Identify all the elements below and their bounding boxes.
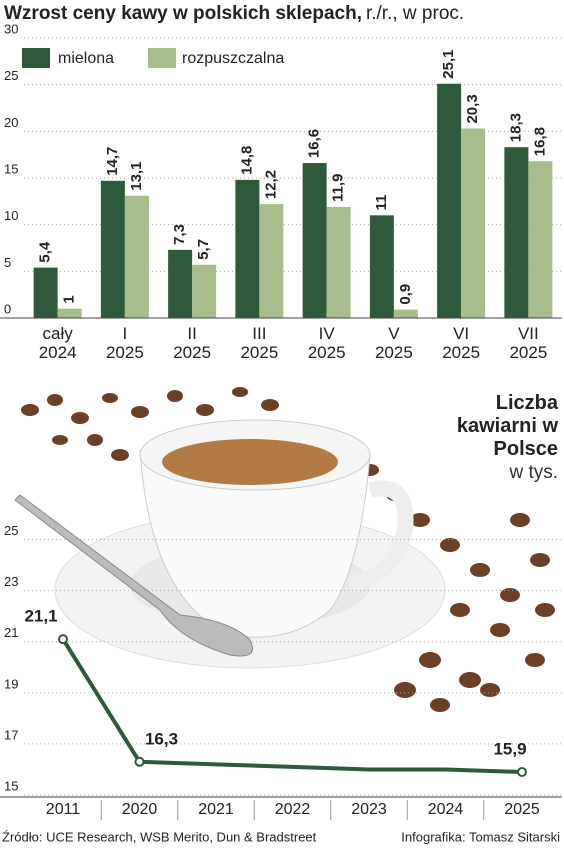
- y-tick-label: 0: [4, 301, 11, 316]
- value-label: 21,1: [24, 607, 57, 626]
- bar: [33, 267, 58, 318]
- x-tick-label: I 2025: [105, 324, 144, 362]
- x-tick-label: VII 2025: [509, 324, 548, 362]
- y-tick-label: 17: [4, 727, 18, 742]
- value-label: 1: [61, 295, 78, 303]
- point: [134, 756, 145, 767]
- y-tick-label: 20: [4, 115, 18, 130]
- x-tick-label: VI 2025: [442, 324, 481, 362]
- x-tick-label: 2020: [122, 801, 158, 818]
- bar: [393, 309, 418, 318]
- chart-subtitle: r./r., w proc.: [366, 3, 464, 24]
- value-label: 5,4: [37, 241, 54, 263]
- bar: [124, 195, 149, 318]
- bar: [504, 147, 529, 318]
- chart-title-group: Wzrost ceny kawy w polskich sklepach, r./…: [4, 3, 464, 24]
- x-tick-label: cały 2024: [38, 324, 77, 362]
- x-tick-label: 2025: [504, 801, 540, 818]
- bar: [235, 179, 260, 318]
- bar: [437, 83, 462, 318]
- x-tick-label: II 2025: [173, 324, 212, 362]
- value-label: 16,3: [145, 729, 178, 748]
- line-subtitle: w tys.: [509, 462, 558, 483]
- value-label: 25,1: [440, 50, 457, 79]
- x-tick-label: 2022: [275, 801, 311, 818]
- value-label: 14,7: [104, 147, 121, 176]
- y-tick-label: 5: [4, 255, 11, 270]
- bar: [461, 128, 486, 318]
- y-tick-label: 25: [4, 523, 18, 538]
- legend-swatch: [148, 48, 176, 68]
- bar: [326, 206, 351, 318]
- legend-label: rozpuszczalna: [182, 50, 284, 67]
- y-tick-label: 10: [4, 208, 18, 223]
- x-tick-label: III 2025: [240, 324, 279, 362]
- legend-swatch: [22, 48, 50, 68]
- value-label: 15,9: [493, 739, 526, 758]
- x-tick-label: IV 2025: [307, 324, 346, 362]
- y-tick-label: 21: [4, 625, 18, 640]
- legend-label: mielona: [58, 50, 114, 67]
- bar: [168, 249, 193, 318]
- credit: Infografika: Tomasz Sitarski: [401, 829, 560, 844]
- point: [517, 767, 527, 778]
- bar: [100, 180, 125, 318]
- y-tick-label: 25: [4, 68, 18, 83]
- value-label: 11,9: [330, 174, 347, 202]
- bar: [528, 161, 553, 318]
- point: [58, 634, 68, 645]
- value-label: 0,9: [397, 284, 414, 305]
- x-tick-label: 2024: [428, 801, 464, 818]
- value-label: 20,3: [464, 94, 481, 123]
- line-title: Liczba kawiarni w Polsce: [456, 392, 558, 460]
- value-label: 16,6: [306, 129, 323, 158]
- value-label: 12,2: [262, 170, 279, 199]
- bar: [57, 308, 82, 318]
- bar: [302, 163, 327, 318]
- value-label: 7,3: [171, 224, 188, 245]
- bar: [369, 215, 394, 318]
- chart-title: Wzrost ceny kawy w polskich sklepach,: [4, 3, 362, 24]
- value-label: 16,8: [531, 127, 548, 156]
- y-tick-label: 19: [4, 676, 18, 691]
- bar: [259, 204, 284, 318]
- y-tick-label: 30: [4, 21, 18, 36]
- source: Źródło: UCE Research, WSB Merito, Dun & …: [2, 829, 317, 844]
- value-label: 14,8: [238, 146, 255, 175]
- value-label: 11: [373, 194, 390, 210]
- value-label: 5,7: [195, 239, 212, 260]
- x-tick-label: V 2025: [374, 324, 413, 362]
- x-tick-label: 2023: [351, 801, 387, 818]
- y-tick-label: 23: [4, 574, 18, 589]
- bar: [192, 264, 217, 318]
- x-tick-label: 2021: [198, 801, 234, 818]
- value-label: 18,3: [507, 113, 524, 142]
- y-tick-label: 15: [4, 161, 18, 176]
- y-tick-label: 15: [4, 778, 18, 793]
- x-tick-label: 2011: [46, 801, 81, 818]
- value-label: 13,1: [128, 162, 145, 191]
